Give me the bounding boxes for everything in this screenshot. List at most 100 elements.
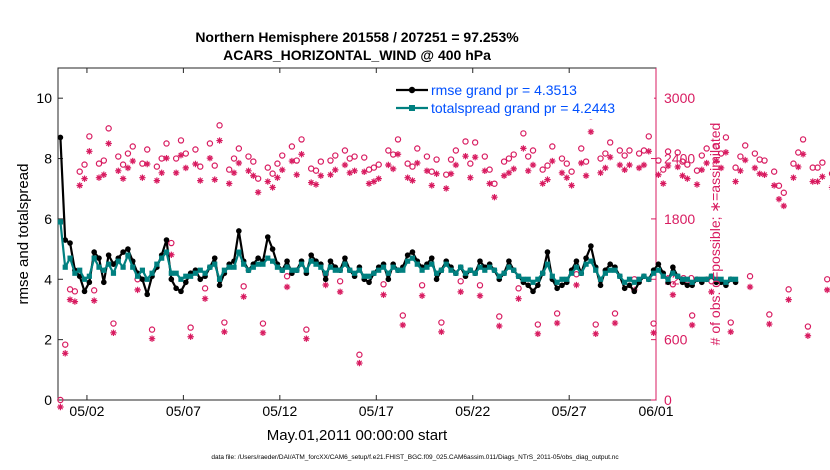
obs-possible-marker (669, 281, 677, 288)
obs-possible-marker (717, 150, 725, 157)
obs-assimilated-marker (770, 182, 778, 189)
obs-possible-marker (611, 310, 619, 317)
totalspread-point (477, 264, 483, 270)
obs-possible-marker (751, 150, 759, 157)
obs-possible-marker (679, 158, 686, 165)
obs-possible-marker (341, 147, 349, 154)
obs-assimilated-marker (573, 281, 580, 289)
obs-possible-marker (515, 285, 522, 292)
obs-assimilated-marker (549, 157, 556, 165)
obs-assimilated-marker (640, 161, 648, 169)
obs-possible-marker (327, 157, 334, 164)
rmse-point (404, 252, 411, 258)
obs-assimilated-marker (476, 292, 484, 299)
y-axis-right-label: # of obs: o=possible; ∗=assimilated (707, 123, 723, 346)
obs-possible-marker (81, 161, 88, 168)
obs-assimilated-marker (438, 328, 445, 336)
obs-possible-marker (312, 167, 320, 174)
totalspread-point (544, 261, 551, 267)
obs-assimilated-marker (790, 174, 797, 181)
obs-assimilated-marker (660, 180, 667, 187)
obs-possible-marker (520, 130, 527, 137)
obs-assimilated-marker (611, 319, 619, 327)
rmse-point (211, 255, 218, 261)
totalspread-point (414, 261, 420, 267)
totalspread-point (641, 273, 647, 279)
obs-possible-marker (62, 341, 69, 348)
rmse-point (583, 255, 589, 261)
obs-assimilated-marker (100, 171, 108, 178)
totalspread-point (578, 270, 584, 276)
obs-assimilated-marker (606, 153, 614, 161)
rmse-point (670, 264, 676, 271)
y-right-tick-label: 3000 (664, 90, 695, 106)
obs-possible-marker (187, 324, 194, 331)
totalspread-point (385, 270, 391, 276)
obs-possible-marker (254, 175, 262, 182)
obs-assimilated-marker (139, 174, 146, 181)
rmse-point (477, 258, 483, 264)
obs-possible-marker (568, 168, 575, 175)
obs-possible-marker (197, 163, 204, 170)
totalspread-point (496, 273, 502, 279)
obs-assimilated-marker (404, 174, 411, 181)
totalspread-point (120, 264, 126, 270)
totalspread-point (351, 270, 358, 276)
obs-assimilated-marker (293, 171, 300, 178)
obs-possible-marker (57, 396, 64, 404)
obs-possible-marker (418, 282, 426, 289)
obs-possible-marker (640, 147, 648, 154)
totalspread-point (713, 276, 719, 282)
totalspread-point (438, 267, 444, 273)
obs-assimilated-marker (563, 174, 570, 181)
totalspread-point (183, 273, 189, 279)
obs-assimilated-marker (206, 154, 214, 162)
rmse-point (173, 285, 179, 292)
obs-assimilated-marker (592, 330, 599, 338)
obs-assimilated-marker (361, 168, 368, 176)
obs-assimilated-marker (399, 321, 407, 329)
obs-possible-marker (404, 160, 411, 167)
obs-possible-marker (211, 162, 218, 169)
totalspread-point (279, 267, 285, 273)
totalspread-point (650, 270, 657, 276)
rmse-point (433, 276, 440, 283)
obs-possible-marker (332, 152, 339, 159)
totalspread-point (718, 276, 724, 282)
totalspread-point (134, 273, 141, 279)
obs-assimilated-marker (799, 151, 807, 158)
obs-possible-marker (698, 152, 706, 159)
obs-assimilated-marker (814, 178, 821, 185)
obs-assimilated-marker (428, 182, 435, 189)
obs-assimilated-marker (351, 167, 358, 175)
totalspread-point (501, 270, 507, 276)
totalspread-point (308, 258, 314, 264)
obs-assimilated-marker (645, 148, 652, 155)
totalspread-point (149, 270, 155, 276)
rmse-point (621, 285, 628, 292)
rmse-point (81, 288, 88, 295)
totalspread-point (424, 264, 430, 270)
obs-possible-marker (433, 156, 440, 163)
obs-assimilated-marker (288, 157, 296, 165)
obs-assimilated-marker (375, 175, 382, 182)
obs-assimilated-marker (539, 180, 546, 187)
totalspread-point (511, 267, 517, 273)
obs-assimilated-marker (187, 333, 194, 340)
totalspread-point (323, 270, 329, 276)
totalspread-point (298, 261, 305, 267)
obs-assimilated-marker (144, 160, 151, 168)
obs-assimilated-marker (86, 148, 93, 155)
obs-possible-marker (274, 160, 281, 167)
totalspread-point (356, 267, 363, 273)
obs-assimilated-marker (76, 182, 83, 189)
totalspread-point (376, 267, 382, 273)
obs-possible-marker (86, 133, 93, 140)
obs-possible-marker (529, 147, 537, 154)
obs-assimilated-marker (568, 182, 575, 189)
totalspread-point (72, 270, 78, 276)
obs-possible-marker (293, 157, 300, 164)
obs-assimilated-marker (727, 328, 734, 336)
rmse-point (67, 240, 73, 246)
obs-assimilated-marker (775, 195, 783, 203)
